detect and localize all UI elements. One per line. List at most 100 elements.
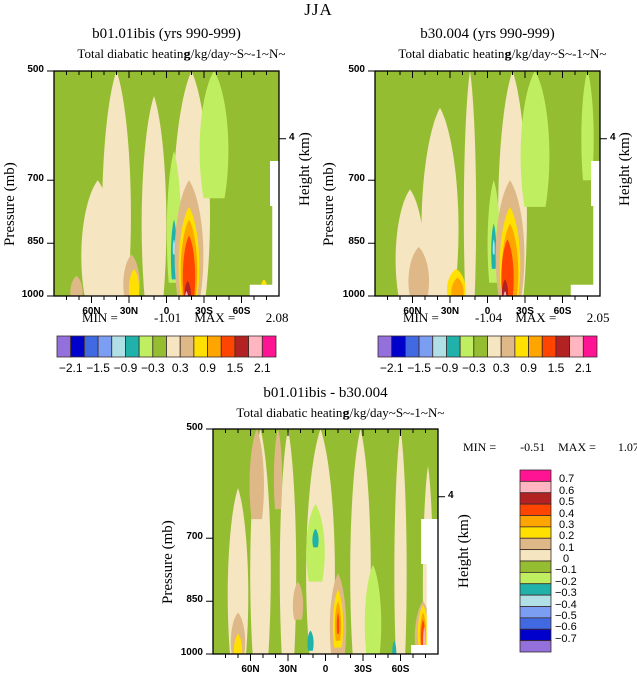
contour-region	[199, 71, 229, 199]
colorbar-box	[418, 335, 434, 358]
height-tick-label: 4	[289, 131, 295, 143]
colorbar-box	[391, 335, 406, 358]
colorbar-label: 0.7	[559, 473, 575, 486]
contour-region	[364, 564, 382, 654]
colorbar-box	[519, 594, 552, 607]
colorbar-label: 0.3	[492, 361, 510, 375]
colorbar-box	[432, 335, 447, 358]
contour-region	[273, 429, 283, 510]
missing-data-region	[249, 161, 279, 296]
colorbar-label: 0.6	[559, 484, 575, 497]
contour-region	[501, 279, 509, 296]
colorbar-box	[514, 335, 529, 358]
colorbar-box	[152, 335, 167, 358]
y-tick-label: 500	[348, 64, 365, 75]
colorbar-label: 0	[563, 553, 570, 565]
contour-region	[182, 235, 196, 296]
contour-region	[463, 71, 477, 296]
colorbar-box	[500, 335, 516, 358]
y-tick-label: 700	[186, 531, 203, 543]
colorbar-box	[459, 335, 475, 358]
colorbar-label: −0.3	[461, 361, 486, 375]
panel-3-subtitle-left: Total diabatic heatingXXXXXXX	[236, 405, 349, 420]
contour-region	[394, 429, 407, 654]
panel-1-min-label: MIN =	[82, 310, 118, 325]
panel-1-max-label: MAX =	[194, 310, 236, 325]
colorbar-box	[569, 335, 584, 358]
colorbar-box	[519, 549, 552, 562]
colorbar-label: 0.2	[559, 530, 575, 543]
colorbar-box	[166, 335, 181, 358]
contour-region	[350, 429, 371, 654]
colorbar-label: 1.5	[547, 361, 565, 375]
x-tick-label: 30S	[195, 306, 213, 317]
panel-1-contour-plot	[47, 70, 286, 303]
y-tick-label: 850	[186, 594, 203, 606]
x-tick-label: 0	[484, 306, 491, 317]
panel-3-max-value: 1.07	[617, 440, 637, 454]
panel-2-title: b30.004 (yrs 990-999)	[420, 26, 555, 42]
contour-region	[70, 275, 83, 296]
panel-1-title: b01.01ibis (yrs 990-999)	[92, 26, 241, 42]
panel-2-max-value: 2.05	[586, 310, 610, 325]
colorbar-label: −2.1	[379, 361, 404, 375]
colorbar-label: −0.9	[434, 361, 459, 375]
panel-3-ylabel-right: Height (km)	[456, 514, 472, 588]
contour-region	[172, 239, 176, 255]
colorbar-label: −1.5	[407, 361, 431, 375]
colorbar-label: −0.6	[555, 621, 577, 634]
x-tick-label: 60S	[232, 306, 251, 317]
colorbar-label: −0.1	[555, 564, 577, 577]
colorbar-box	[519, 583, 552, 596]
panel-2-min-label: MIN =	[403, 310, 439, 325]
x-tick-label: 0	[163, 306, 170, 317]
contour-region	[520, 71, 550, 207]
colorbar-label: −0.3	[555, 587, 577, 600]
contour-region	[233, 633, 243, 654]
contour-region	[312, 528, 319, 548]
panel-3-max-label: MAX =	[558, 440, 596, 454]
colorbar-label: 2.1	[253, 361, 271, 375]
colorbar-label: 0.9	[520, 361, 537, 375]
panel-3-contour-plot	[206, 428, 445, 661]
colorbar-box	[83, 335, 99, 358]
colorbar-box	[582, 335, 598, 358]
colorbar-box	[138, 335, 154, 358]
y-tick-label: 700	[348, 173, 365, 185]
colorbar-label: 0.4	[559, 507, 575, 520]
contour-region	[292, 581, 304, 620]
panel-3-min-value: -0.51	[520, 440, 546, 454]
colorbar-box	[207, 335, 222, 358]
colorbar-box	[377, 335, 393, 358]
panel-1-subtitle: Total diabatic heatingXXXXXXX XXXXXXXXXX…	[34, 46, 299, 64]
contour-region	[185, 291, 188, 296]
contour-region	[408, 247, 429, 296]
colorbar-box	[261, 335, 277, 358]
colorbar-label: 0.1	[559, 541, 575, 554]
panel-1-max-value: 2.08	[265, 310, 289, 325]
panel-1-colorbar	[56, 335, 277, 358]
contour-region	[128, 268, 140, 296]
colorbar-box	[519, 526, 552, 539]
colorbar-label: 0.5	[559, 496, 575, 509]
main-title: JJA	[304, 0, 333, 19]
missing-data-region	[411, 519, 438, 654]
y-tick-label: 500	[186, 422, 203, 433]
colorbar-box	[97, 335, 113, 358]
panel-2-max-label: MAX =	[515, 310, 557, 325]
contour-region	[451, 277, 464, 296]
contour-region	[81, 180, 115, 296]
contour-region	[392, 640, 397, 654]
panel-1-subtitle-overlap: XXXXXXXXXXXXg/kg/day~S~-1~N~	[184, 46, 286, 61]
contour-region	[336, 612, 340, 634]
colorbar-label: 2.1	[574, 361, 592, 375]
height-tick-label: 4	[448, 489, 454, 501]
x-tick-label: 60N	[241, 664, 260, 675]
contour-region	[503, 291, 507, 296]
panel-1-ylabel-right: Height (km)	[297, 132, 313, 206]
panel-1-min-value: -1.01	[154, 310, 182, 325]
colorbar-box	[179, 335, 195, 358]
y-tick-label: 700	[27, 173, 44, 185]
x-tick-label: 30N	[278, 664, 298, 675]
colorbar-box	[519, 537, 552, 551]
